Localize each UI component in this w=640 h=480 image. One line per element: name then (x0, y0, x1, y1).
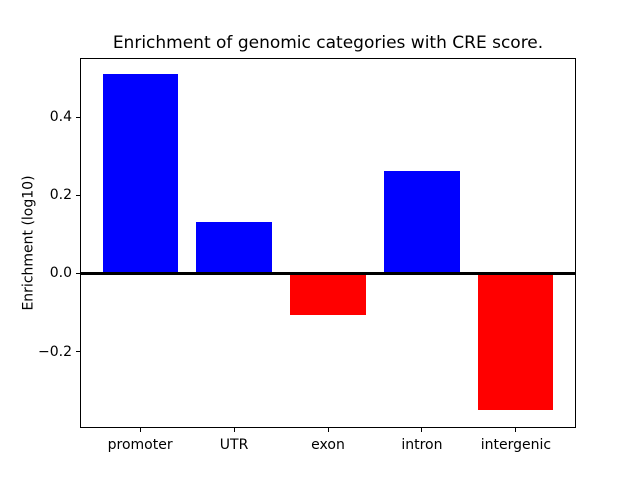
x-tick-label-intergenic: intergenic (480, 437, 552, 453)
x-tick (139, 428, 141, 432)
bar-intergenic (478, 273, 554, 411)
x-tick (327, 428, 329, 432)
x-tick (515, 428, 517, 432)
zero-line (80, 271, 576, 275)
x-tick-label-intron: intron (401, 437, 443, 453)
bar-UTR (196, 221, 272, 274)
bar-intron (384, 171, 460, 274)
y-tick (76, 116, 80, 118)
x-tick (233, 428, 235, 432)
y-tick (76, 194, 80, 196)
bar-promoter (102, 74, 178, 274)
y-tick (76, 351, 80, 352)
plot-area (80, 58, 576, 428)
x-tick-label-promoter: promoter (107, 437, 173, 453)
y-tick-label: 0.0 (49, 265, 72, 282)
x-tick-label-exon: exon (311, 437, 345, 453)
y-tick-label: 0.2 (49, 187, 72, 204)
y-tick-label: −0.2 (38, 343, 72, 360)
chart-title: Enrichment of genomic categories with CR… (112, 33, 544, 53)
x-tick (421, 428, 423, 432)
y-tick-label: 0.4 (49, 109, 72, 126)
x-tick-label-UTR: UTR (219, 437, 249, 453)
y-tick (76, 272, 80, 274)
bar-exon (290, 273, 366, 315)
